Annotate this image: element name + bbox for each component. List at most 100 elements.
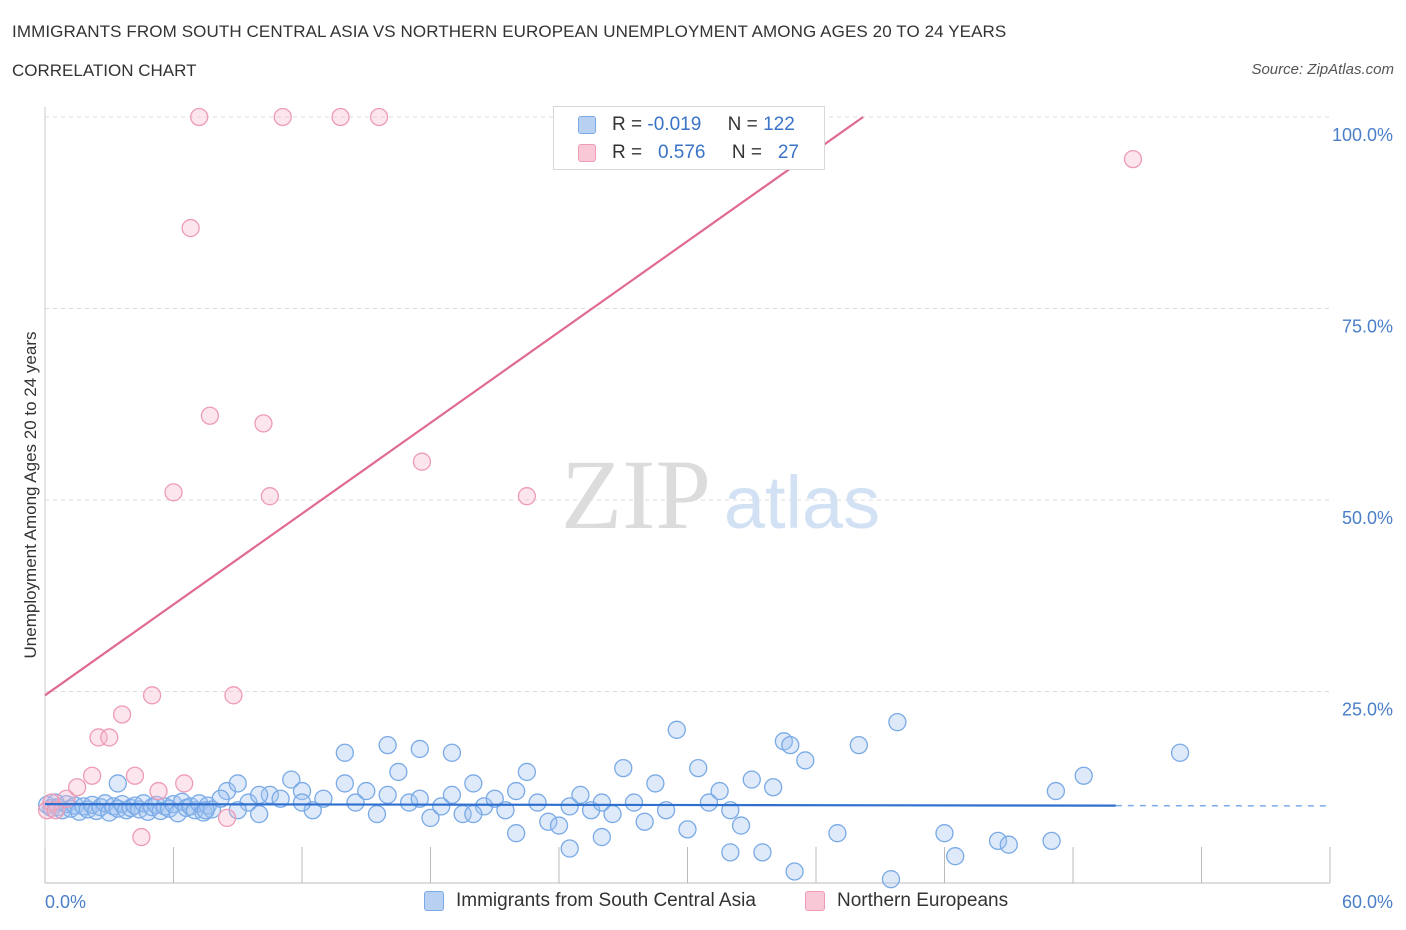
data-point [571,785,590,805]
data-point [254,414,273,433]
data-point [346,793,365,812]
data-point [721,843,740,862]
data-point [378,735,397,755]
n-label: N = [727,114,758,135]
r-label: R = [612,142,643,163]
y-tick-label: 25.0% [1342,700,1393,720]
data-point [731,816,751,835]
data-point [399,793,419,812]
chart-title: IMMIGRANTS FROM SOUTH CENTRAL ASIA VS NO… [12,22,1007,41]
data-point [200,406,220,425]
tick-labels: 25.0% 50.0% 75.0% 100.0% 0.0% 60.0% [45,125,1393,912]
legend-swatch-pink [578,144,596,162]
data-point [988,831,1008,851]
data-point [335,774,354,793]
data-point [888,712,907,732]
correlation-legend: R = -0.019 N = 122 R = 0.576 N = 27 [553,106,825,170]
data-point [175,774,194,793]
data-point [181,218,200,238]
data-point [442,743,462,762]
data-point [46,801,65,820]
data-point [250,785,269,805]
data-point [432,797,451,816]
watermark-zip: ZIP [561,439,711,550]
series-northern-europeans [37,107,1143,847]
data-point [464,774,483,793]
data-point [635,812,654,831]
data-point [196,801,215,820]
data-point [292,793,312,812]
data-point [100,728,119,747]
data-point [624,793,644,812]
data-point [1074,766,1093,785]
data-point [211,789,230,808]
trend-lines [44,116,1331,807]
data-point [378,785,397,805]
data-point [442,785,462,805]
data-point [108,774,127,793]
data-point [149,781,168,801]
data-point [710,781,729,801]
n-label: N = [731,142,763,163]
data-point [1042,831,1061,851]
legend-swatch-blue [424,891,444,911]
data-point [781,735,800,755]
data-point [314,789,333,808]
y-tick-label: 50.0% [1342,508,1393,528]
data-point [67,778,87,797]
data-point [1170,743,1190,762]
data-point [89,728,108,747]
r-value-blue: -0.019 [647,114,702,135]
data-point [689,758,708,778]
data-point [796,751,815,770]
data-point [1046,781,1066,801]
legend-label-northern-europeans: Northern Europeans [837,890,1009,911]
data-point [57,789,76,808]
data-point [946,847,965,866]
x-tick-label: 60.0% [1342,892,1393,912]
legend-label-immigrants: Immigrants from South Central Asia [456,890,756,911]
x-tick-label: 0.0% [45,892,86,912]
data-point [132,827,151,847]
data-point [507,781,526,801]
data-point [517,487,537,506]
data-point [224,686,243,705]
data-point [190,107,209,127]
data-point [164,483,183,502]
data-point [335,743,354,762]
data-point [603,804,622,824]
data-point [273,107,292,127]
data-point [935,824,954,843]
data-point [549,816,569,835]
watermark-atlas: atlas [724,461,880,544]
legend-swatch-blue [578,116,596,134]
y-tick-label: 100.0% [1332,125,1393,145]
data-point [282,770,301,789]
data-point [464,804,483,824]
data-point [125,766,145,785]
data-point [357,781,376,801]
data-point [667,720,686,739]
data-point [331,107,350,127]
data-point [560,797,579,816]
data-point [271,789,290,808]
data-point [742,770,761,789]
data-point [592,827,611,847]
data-point [560,839,579,858]
r-value-pink: 0.576 [657,142,706,163]
data-point [764,778,783,797]
trend-line [44,116,864,697]
data-point [369,107,389,127]
n-value-pink: 27 [777,142,799,163]
series-legend: Immigrants from South Central Asia North… [0,888,1406,916]
r-label: R = [612,114,643,135]
data-point [260,487,280,506]
data-point [412,452,432,471]
data-point [389,762,408,782]
data-point [881,870,901,889]
data-point [112,705,132,724]
source-label: Source: ZipAtlas.com [1251,61,1394,78]
gridlines [45,116,1330,692]
data-point [539,812,558,831]
